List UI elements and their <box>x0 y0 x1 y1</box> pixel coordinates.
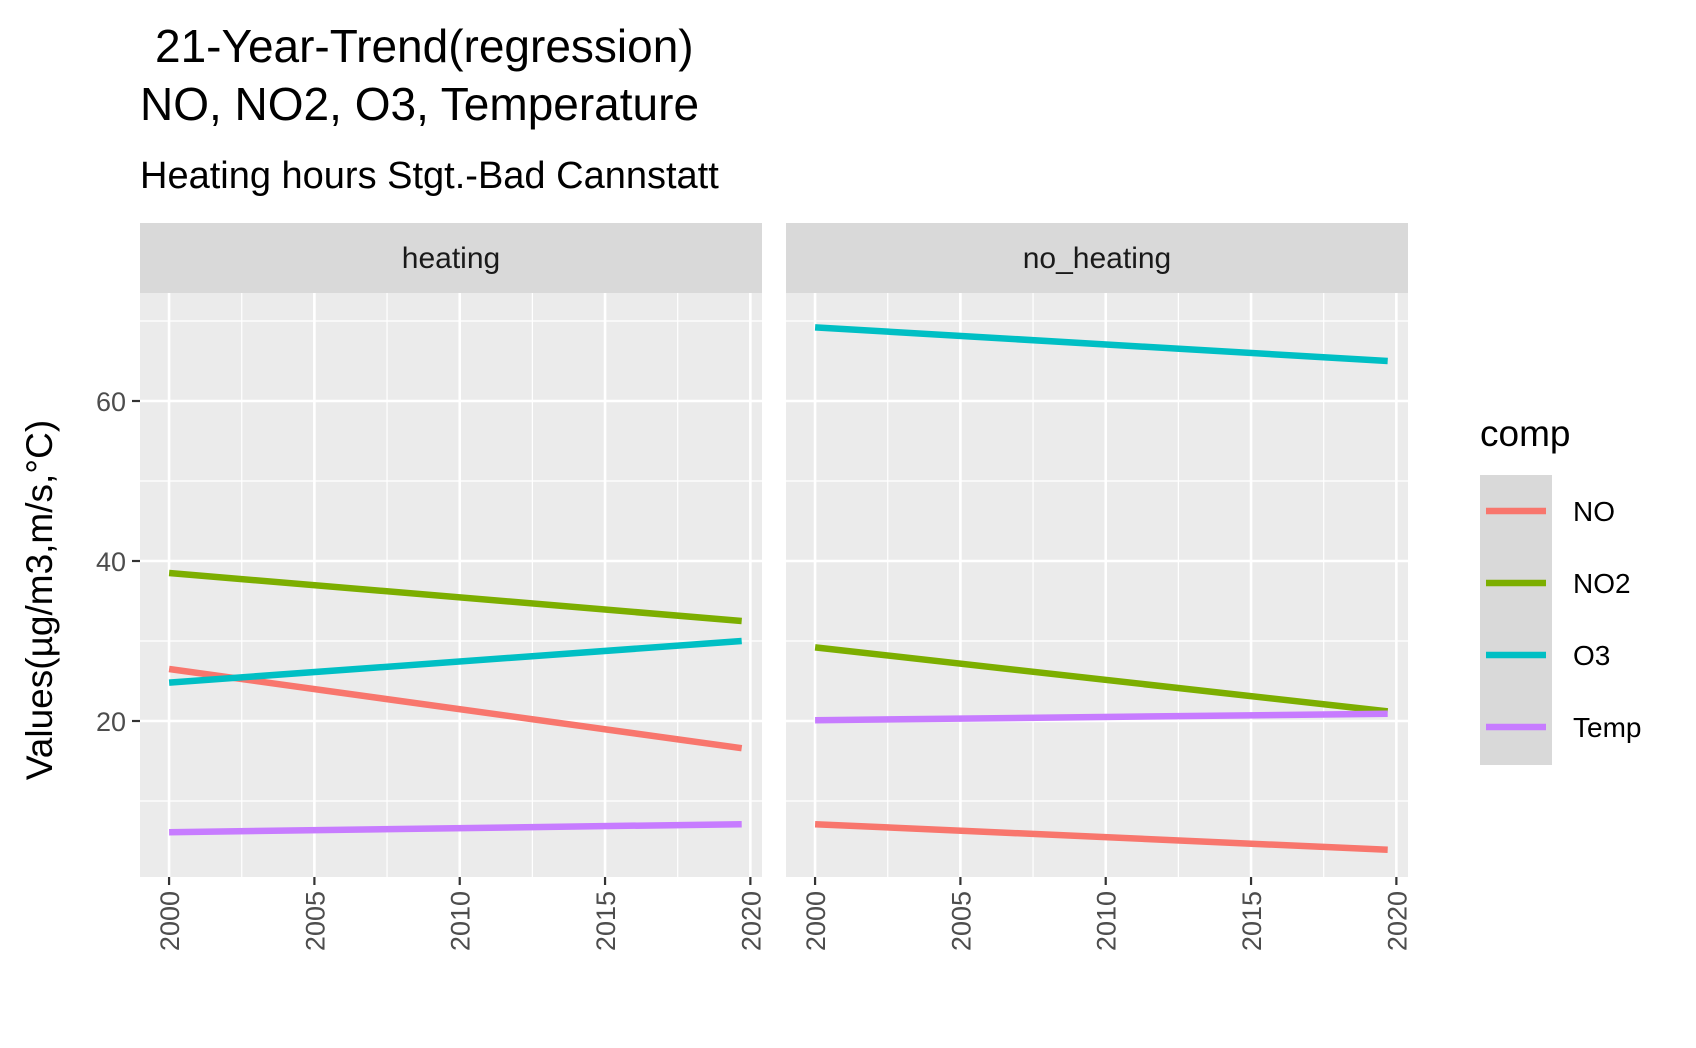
facet-strip-label: heating <box>402 242 500 275</box>
x-tick-label: 2005 <box>300 891 330 951</box>
x-tick-label: 2020 <box>736 891 766 951</box>
series-line-no-no-heating <box>814 820 1388 854</box>
x-tick-label: 2010 <box>1092 891 1122 951</box>
series-line-o3-no-heating <box>814 324 1388 365</box>
facet-strip-label: no_heating <box>1023 242 1171 275</box>
x-tick-label: 2020 <box>1382 891 1412 951</box>
chart-title-line1: 21-Year-Trend(regression) <box>155 20 694 72</box>
x-tick-label: 2015 <box>591 891 621 951</box>
y-tick-label: 40 <box>96 547 126 577</box>
legend-label-temp: Temp <box>1573 712 1641 743</box>
facet-panel-heating: heating 2000 2005 2010 2015 2020 <box>140 223 766 951</box>
facet-panel-no-heating: no_heating 2000 2005 2010 2015 2020 <box>786 223 1412 951</box>
chart-title-line2: NO, NO2, O3, Temperature <box>140 78 699 130</box>
legend: comp NO NO2 O3 Temp <box>1480 413 1641 765</box>
y-tick-label: 20 <box>96 707 126 737</box>
chart-subtitle: Heating hours Stgt.-Bad Cannstatt <box>140 155 719 197</box>
series-line-no-heating <box>168 665 743 752</box>
legend-label-no2: NO2 <box>1573 568 1631 599</box>
legend-label-o3: O3 <box>1573 640 1610 671</box>
legend-title: comp <box>1480 413 1570 454</box>
x-tick-label: 2000 <box>155 891 185 951</box>
series-line-temp-no-heating <box>815 710 1388 724</box>
y-tick-label: 60 <box>96 387 126 417</box>
legend-key-background <box>1480 475 1552 765</box>
series-line-temp-heating <box>169 820 742 836</box>
legend-label-no: NO <box>1573 496 1615 527</box>
y-axis: 20 40 60 <box>96 387 140 737</box>
x-tick-label: 2015 <box>1237 891 1267 951</box>
facet-strip <box>140 223 762 293</box>
panel-background <box>786 293 1408 877</box>
y-axis-title: Values(µg/m3,m/s,°C) <box>19 420 60 780</box>
facet-strip <box>786 223 1408 293</box>
series-line-no2-no-heating <box>814 644 1389 715</box>
series-line-no2-heating <box>168 569 742 625</box>
x-tick-label: 2010 <box>446 891 476 951</box>
x-tick-label: 2000 <box>801 891 831 951</box>
series-line-o3-heating <box>168 637 742 686</box>
x-tick-label: 2005 <box>946 891 976 951</box>
panel-background <box>140 293 762 877</box>
